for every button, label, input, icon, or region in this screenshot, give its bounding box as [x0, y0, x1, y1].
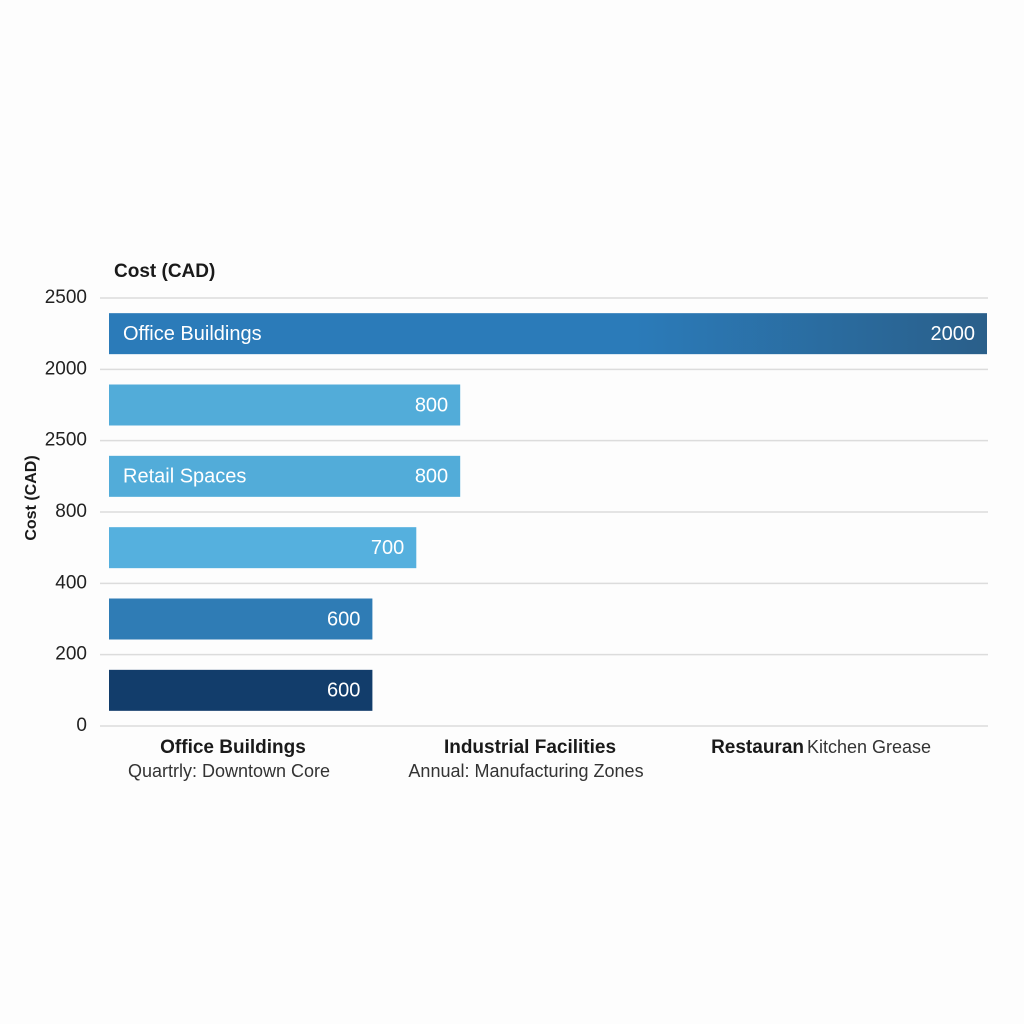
row-label: 800 — [55, 501, 87, 522]
bar-label: Retail Spaces — [123, 466, 246, 488]
value-label: 600 — [327, 608, 360, 630]
y-axis-label: Cost (CAD) — [23, 455, 40, 540]
row-label: 400 — [55, 572, 87, 593]
bar — [109, 598, 373, 640]
x-group-detail: Kitchen Grease — [807, 737, 931, 757]
row-label: 2500 — [45, 287, 87, 308]
x-group-name: Office Buildings — [160, 737, 306, 758]
x-group-detail: Annual: Manufacturing Zones — [408, 761, 643, 781]
bar — [109, 313, 987, 355]
row-label: 2500 — [45, 430, 87, 451]
value-label: 800 — [415, 466, 448, 488]
row-label: 200 — [55, 644, 87, 665]
value-label: 800 — [415, 394, 448, 416]
x-group-name: Industrial Facilities — [444, 737, 616, 758]
row-label: 0 — [76, 715, 87, 736]
bar-label: Office Buildings — [123, 323, 262, 345]
x-group-name: Restauran — [711, 737, 804, 758]
bar — [109, 384, 461, 426]
value-label: 700 — [371, 537, 404, 559]
bar — [109, 527, 417, 569]
bar — [109, 669, 373, 711]
chart-title: Cost (CAD) — [114, 261, 215, 282]
row-label: 2000 — [45, 358, 87, 379]
x-group-detail: Quartrly: Downtown Core — [128, 761, 330, 781]
value-label: 600 — [327, 680, 360, 702]
value-label: 2000 — [931, 323, 976, 345]
bar — [109, 455, 461, 497]
